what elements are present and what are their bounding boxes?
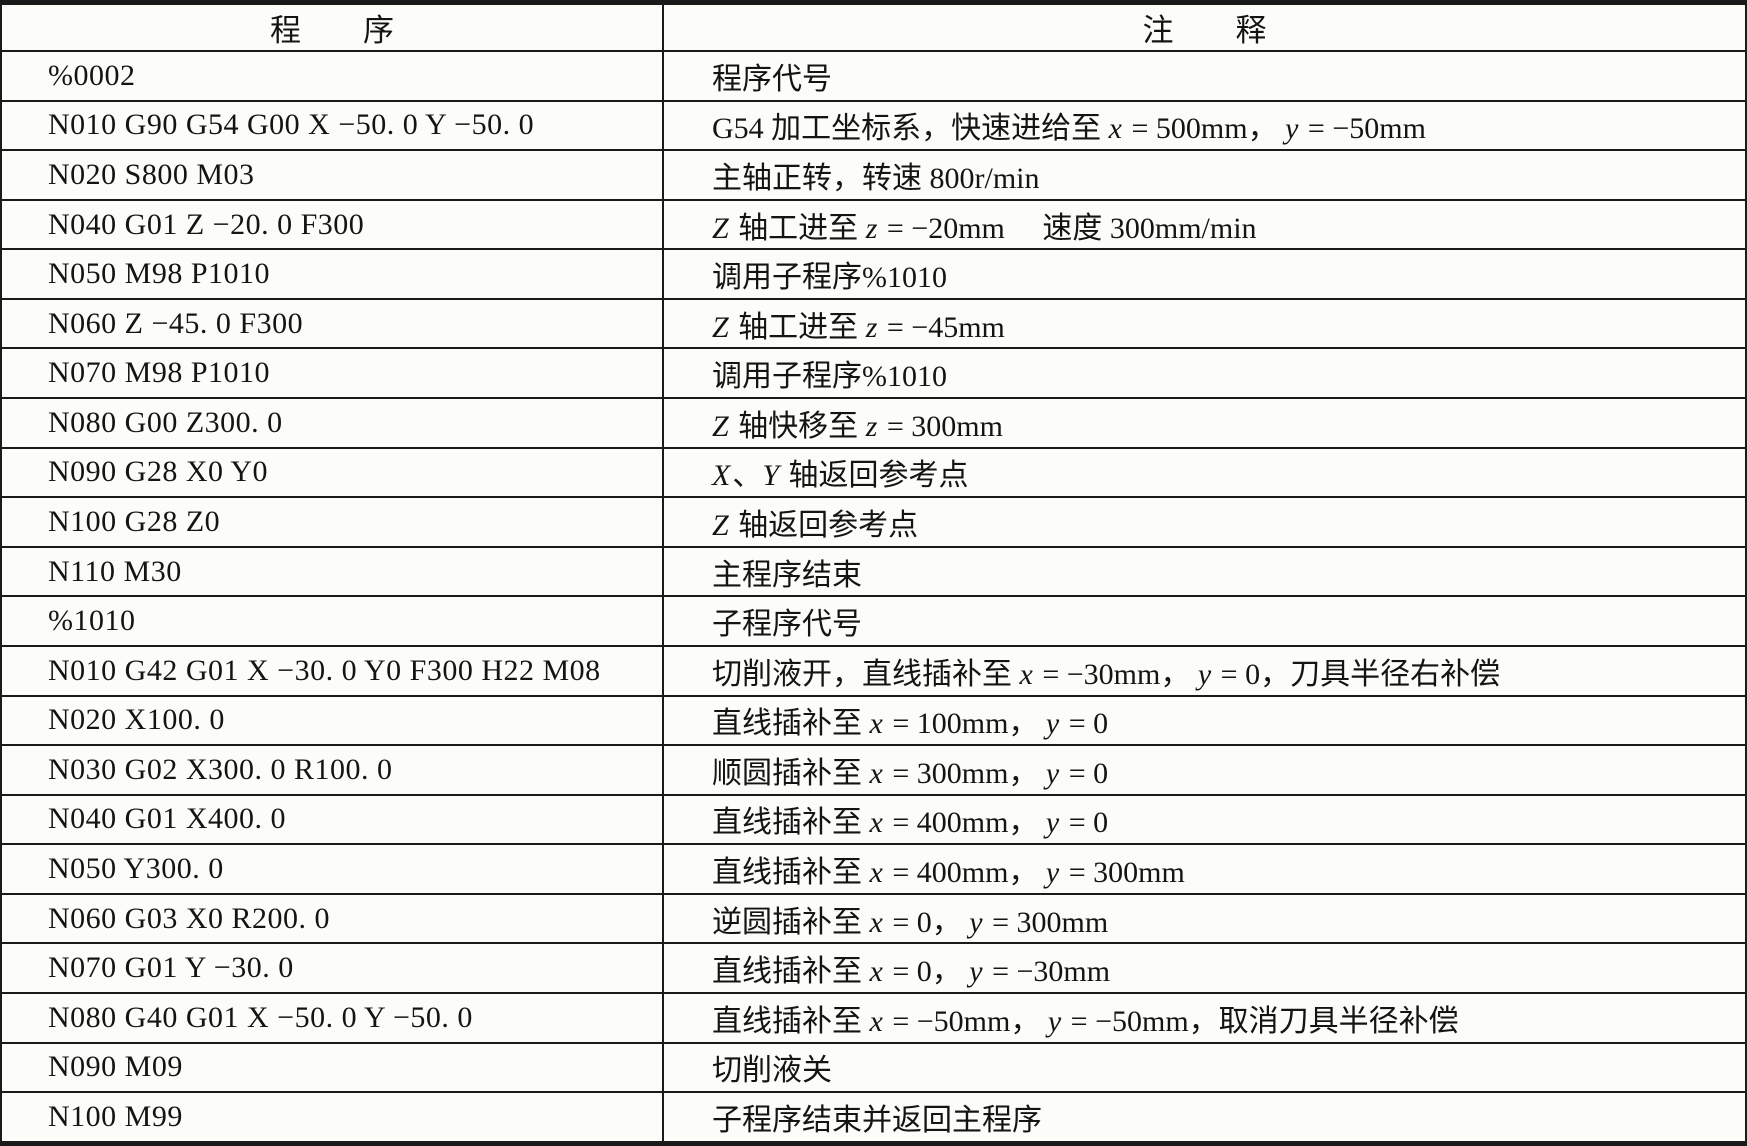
note-cell: 切削液关 (662, 1041, 1747, 1094)
note-cell: Z 轴工进至 z = −45mm (662, 297, 1747, 350)
table-row: N060 Z −45. 0 F300 Z 轴工进至 z = −45mm (0, 297, 1747, 350)
note-cell: 程序代号 (662, 50, 1747, 102)
table-row: %0002 程序代号 (0, 50, 1747, 102)
note-cell: Z 轴返回参考点 (662, 496, 1747, 548)
table-row: N010 G90 G54 G00 X −50. 0 Y −50. 0 G54 加工… (0, 99, 1747, 152)
table-row: %1010 子程序代号 (0, 595, 1747, 647)
program-cell: N080 G40 G01 X −50. 0 Y −50. 0 (0, 991, 664, 1044)
table-row: N050 Y300. 0 直线插补至 x = 400mm， y = 300mm (0, 843, 1747, 895)
note-cell: 调用子程序%1010 (662, 347, 1747, 400)
table-row: N030 G02 X300. 0 R100. 0 顺圆插补至 x = 300mm，… (0, 744, 1747, 796)
program-cell: N110 M30 (0, 545, 664, 598)
note-cell: Z 轴工进至 z = −20mm 速度 300mm/min (662, 198, 1747, 251)
program-cell: N100 M99 (0, 1091, 664, 1145)
table-row: N020 S800 M03 主轴正转，转速 800r/min (0, 149, 1747, 201)
note-cell: Z 轴快移至 z = 300mm (662, 397, 1747, 449)
table-row: N010 G42 G01 X −30. 0 Y0 F300 H22 M08 切削液… (0, 644, 1747, 697)
table-row: N080 G40 G01 X −50. 0 Y −50. 0 直线插补至 x = … (0, 991, 1747, 1044)
program-cell: N050 Y300. 0 (0, 843, 664, 895)
program-cell: N020 S800 M03 (0, 149, 664, 201)
table-row: N050 M98 P1010 调用子程序%1010 (0, 248, 1747, 300)
table-row: N110 M30 主程序结束 (0, 545, 1747, 598)
note-cell: 直线插补至 x = 0， y = −30mm (662, 942, 1747, 994)
program-cell: N090 G28 X0 Y0 (0, 446, 664, 499)
program-cell: N040 G01 X400. 0 (0, 793, 664, 846)
header-row: 程 序 注 释 (0, 1, 1747, 52)
program-cell: %1010 (0, 595, 664, 647)
table-row: N060 G03 X0 R200. 0 逆圆插补至 x = 0， y = 300m… (0, 892, 1747, 945)
table-row: N020 X100. 0 直线插补至 x = 100mm， y = 0 (0, 694, 1747, 747)
program-cell: N010 G90 G54 G00 X −50. 0 Y −50. 0 (0, 99, 664, 152)
note-cell: 主程序结束 (662, 545, 1747, 598)
program-cell: N040 G01 Z −20. 0 F300 (0, 198, 664, 251)
table-row: N040 G01 Z −20. 0 F300 Z 轴工进至 z = −20mm 速… (0, 198, 1747, 251)
table-row: N070 M98 P1010 调用子程序%1010 (0, 347, 1747, 400)
note-cell: 切削液开，直线插补至 x = −30mm， y = 0，刀具半径右补偿 (662, 644, 1747, 697)
table-row: N090 M09 切削液关 (0, 1041, 1747, 1094)
table-row: N100 G28 Z0 Z 轴返回参考点 (0, 496, 1747, 548)
note-cell: 主轴正转，转速 800r/min (662, 149, 1747, 201)
program-cell: N070 G01 Y −30. 0 (0, 942, 664, 994)
program-cell: N090 M09 (0, 1041, 664, 1094)
table-row: N090 G28 X0 Y0 X、Y 轴返回参考点 (0, 446, 1747, 499)
program-cell: N050 M98 P1010 (0, 248, 664, 300)
program-cell: N070 M98 P1010 (0, 347, 664, 400)
note-cell: X、Y 轴返回参考点 (662, 446, 1747, 499)
program-cell: N030 G02 X300. 0 R100. 0 (0, 744, 664, 796)
program-cell: %0002 (0, 50, 664, 102)
program-cell: N010 G42 G01 X −30. 0 Y0 F300 H22 M08 (0, 644, 664, 697)
program-column-header: 程 序 (0, 1, 664, 52)
note-cell: 逆圆插补至 x = 0， y = 300mm (662, 892, 1747, 945)
note-cell: 直线插补至 x = −50mm， y = −50mm，取消刀具半径补偿 (662, 991, 1747, 1044)
note-cell: 子程序代号 (662, 595, 1747, 647)
note-cell: 调用子程序%1010 (662, 248, 1747, 300)
program-cell: N060 Z −45. 0 F300 (0, 297, 664, 350)
note-cell: 直线插补至 x = 400mm， y = 300mm (662, 843, 1747, 895)
note-cell: 子程序结束并返回主程序 (662, 1091, 1747, 1145)
note-column-header: 注 释 (662, 1, 1747, 52)
note-cell: 直线插补至 x = 100mm， y = 0 (662, 694, 1747, 747)
table-row: N100 M99 子程序结束并返回主程序 (0, 1091, 1747, 1145)
table-body: %0002 程序代号 N010 G90 G54 G00 X −50. 0 Y −50… (0, 50, 1747, 1145)
program-cell: N100 G28 Z0 (0, 496, 664, 548)
table-row: N070 G01 Y −30. 0 直线插补至 x = 0， y = −30mm (0, 942, 1747, 994)
program-cell: N060 G03 X0 R200. 0 (0, 892, 664, 945)
program-cell: N080 G00 Z300. 0 (0, 397, 664, 449)
note-cell: G54 加工坐标系，快速进给至 x = 500mm， y = −50mm (662, 99, 1747, 152)
note-cell: 顺圆插补至 x = 300mm， y = 0 (662, 744, 1747, 796)
program-cell: N020 X100. 0 (0, 694, 664, 747)
note-cell: 直线插补至 x = 400mm， y = 0 (662, 793, 1747, 846)
table-row: N040 G01 X400. 0 直线插补至 x = 400mm， y = 0 (0, 793, 1747, 846)
